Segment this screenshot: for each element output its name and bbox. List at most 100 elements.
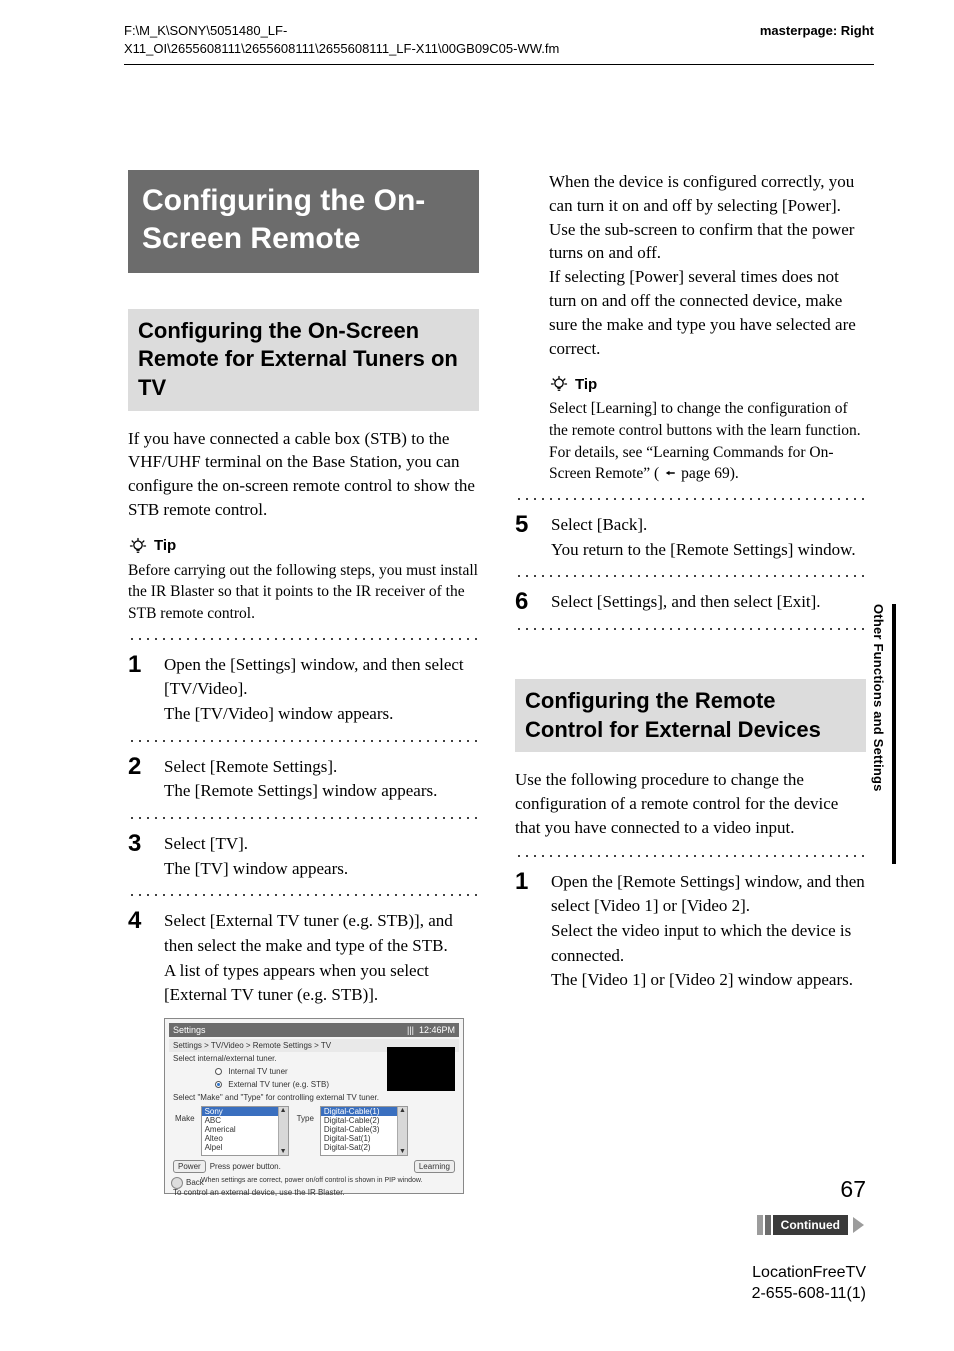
settings-prompt2: Select "Make" and "Type" for controlling… [169,1091,459,1104]
section-a-heading: Configuring the On-Screen Remote for Ext… [128,309,479,411]
type-item-0[interactable]: Digital-Cable(1) [321,1107,407,1116]
power-hint-line2: When settings are correct, power on/off … [169,1175,459,1186]
make-item-0[interactable]: Sony [202,1107,288,1116]
right-column: When the device is configured correctly,… [515,170,866,1194]
header-block: F:\M_K\SONY\5051480_LF- X11_OI\265560811… [124,22,874,58]
step-3: 3 Select [TV]. The [TV] window appears. [128,832,479,881]
header-path-line2: X11_OI\2655608111\2655608111\2655608111_… [124,40,874,58]
page-ref-hand-icon [659,465,677,482]
make-item-3[interactable]: Alteo [202,1134,288,1143]
type-item-1[interactable]: Digital-Cable(2) [321,1116,407,1125]
step-6-num: 6 [515,590,537,615]
dot-rule [128,816,479,820]
step-5-main: Select [Back]. [551,515,647,534]
back-circle-icon [171,1177,183,1189]
step-2-after: The [Remote Settings] window appears. [164,779,437,804]
right-top-text: When the device is configured correctly,… [549,170,866,360]
power-hint-line1: Press power button. [210,1162,410,1171]
right-tip-label: Tip [575,376,597,393]
type-scrollbar[interactable]: ▲▼ [397,1107,407,1155]
step-5-num: 5 [515,513,537,562]
power-button[interactable]: Power [173,1160,206,1173]
step-6-main: Select [Settings], and then select [Exit… [551,592,821,611]
section-b-step-1: 1 Open the [Remote Settings] window, and… [515,870,866,993]
right-tip-row: Tip [549,374,866,394]
section-b-step-1-main: Open the [Remote Settings] window, and t… [551,872,865,916]
make-item-1[interactable]: ABC [202,1116,288,1125]
step-1-after: The [TV/Video] window appears. [164,702,479,727]
settings-window: Settings ||| 12:46PM Settings > TV/Video… [164,1018,464,1194]
step-5: 5 Select [Back]. You return to the [Remo… [515,513,866,562]
pip-preview [387,1047,455,1091]
continued-arrow-icon [848,1215,866,1235]
continued-label: Continued [773,1215,848,1235]
make-listbox[interactable]: Sony ABC Americal Alteo Alpel ▲▼ [201,1106,289,1156]
dot-rule [128,893,479,897]
scroll-up-icon[interactable]: ▲ [280,1107,287,1114]
back-label: Back [186,1178,204,1187]
dot-rule [515,574,866,578]
header-rule [124,64,874,65]
type-label: Type [297,1114,314,1123]
tip-lightbulb-icon [549,374,569,394]
continued-stripe-icon [757,1215,763,1235]
section-b-step-1-num: 1 [515,870,537,993]
make-item-2[interactable]: Americal [202,1125,288,1134]
power-hint-row: Power Press power button. Learning [169,1158,459,1175]
type-listbox[interactable]: Digital-Cable(1) Digital-Cable(2) Digita… [320,1106,408,1156]
section-a-intro: If you have connected a cable box (STB) … [128,427,479,522]
make-scrollbar[interactable]: ▲▼ [278,1107,288,1155]
make-label: Make [175,1114,195,1123]
page-number: 67 [840,1176,866,1203]
dot-rule [515,854,866,858]
tip-label: Tip [154,537,176,554]
dot-rule [128,739,479,743]
continued-stripe-icon [765,1215,771,1235]
step-1-num: 1 [128,653,150,727]
section-b-intro: Use the following procedure to change th… [515,768,866,839]
section-b-step-1-after: Select the video input to which the devi… [551,919,866,993]
settings-footer-note: To control an external device, use the I… [169,1186,459,1199]
scroll-up-icon[interactable]: ▲ [399,1107,406,1114]
step-5-after: You return to the [Remote Settings] wind… [551,538,856,563]
settings-status: ||| 12:46PM [407,1025,455,1035]
settings-screenshot-figure: Settings ||| 12:46PM Settings > TV/Video… [164,1018,479,1194]
step-1: 1 Open the [Settings] window, and then s… [128,653,479,727]
back-button-row[interactable]: Back [171,1177,204,1189]
dot-rule [515,627,866,631]
step-4-after: A list of types appears when you select … [164,959,479,1008]
tip-text: Before carrying out the following steps,… [128,560,479,625]
radio-external-icon [215,1081,222,1088]
scroll-down-icon[interactable]: ▼ [399,1148,406,1155]
step-2-num: 2 [128,755,150,804]
masterpage-label: masterpage: Right [760,22,874,40]
tip-lightbulb-icon [128,536,148,556]
type-item-4[interactable]: Digital-Sat(2) [321,1143,407,1152]
right-tip-text: Select [Learning] to change the configur… [549,398,866,485]
status-signal-icon: ||| [407,1025,414,1035]
section-b-heading: Configuring the Remote Control for Exter… [515,679,866,752]
status-time: 12:46PM [419,1025,455,1035]
make-item-4[interactable]: Alpel [202,1143,288,1152]
learning-button[interactable]: Learning [414,1160,455,1173]
main-heading: Configuring the On-Screen Remote [128,170,479,273]
step-1-main: Open the [Settings] window, and then sel… [164,655,464,699]
step-6: 6 Select [Settings], and then select [Ex… [515,590,866,615]
step-3-after: The [TV] window appears. [164,857,348,882]
left-column: Configuring the On-Screen Remote Configu… [128,170,479,1194]
radio-internal-icon [215,1068,222,1075]
right-tip-pageref: page 69). [677,465,739,482]
step-4-main: Select [External TV tuner (e.g. STB)], a… [164,911,453,955]
settings-title: Settings [173,1025,206,1035]
type-item-3[interactable]: Digital-Sat(1) [321,1134,407,1143]
radio-external-label: External TV tuner (e.g. STB) [228,1080,329,1089]
type-item-2[interactable]: Digital-Cable(3) [321,1125,407,1134]
settings-titlebar: Settings ||| 12:46PM [169,1023,459,1037]
step-2: 2 Select [Remote Settings]. The [Remote … [128,755,479,804]
dot-rule [128,637,479,641]
continued-indicator: Continued [757,1215,866,1235]
dot-rule [515,497,866,501]
tip-row: Tip [128,536,479,556]
scroll-down-icon[interactable]: ▼ [280,1148,287,1155]
step-4-num: 4 [128,909,150,1008]
